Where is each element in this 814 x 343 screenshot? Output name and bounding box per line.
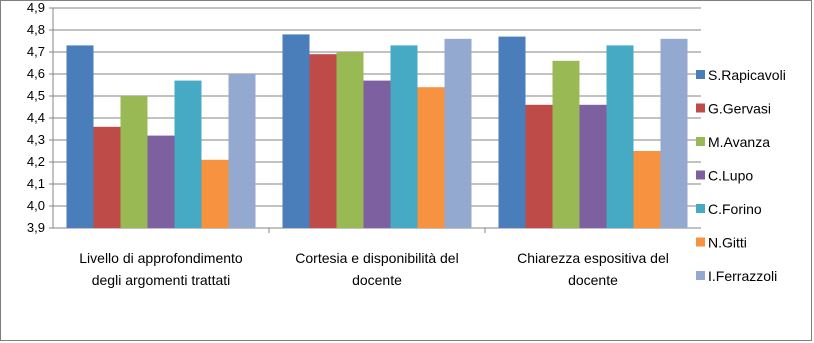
legend-label: S.Rapicavoli — [708, 67, 786, 83]
bar-i-ferrazzoli — [444, 38, 472, 228]
bar-c-forino — [606, 45, 634, 229]
bar-g-gervasi — [525, 104, 553, 228]
y-tick-label: 4,9 — [27, 0, 45, 15]
legend-label: C.Lupo — [708, 168, 753, 184]
y-tick-label: 3,9 — [27, 220, 45, 235]
bar-n-gitti — [633, 151, 661, 228]
legend-swatch — [696, 271, 705, 280]
bar-n-gitti — [201, 159, 229, 228]
y-tick-label: 4,8 — [27, 22, 45, 37]
bar-s-rapicavoli — [282, 34, 310, 229]
legend-label: M.Avanza — [708, 134, 770, 150]
y-tick-label: 4,4 — [27, 110, 45, 125]
legend-swatch — [696, 204, 705, 213]
legend-label: C.Forino — [708, 201, 762, 217]
legend: S.Rapicavoli G.Gervasi M.Avanza C.Lupo C.For… — [696, 67, 786, 284]
bar-c-lupo — [147, 135, 175, 228]
y-tick-label: 4,6 — [27, 66, 45, 81]
bar-i-ferrazzoli — [228, 74, 256, 228]
y-tick-label: 4,2 — [27, 154, 45, 169]
bar-c-lupo — [579, 104, 607, 228]
legend-label: I.Ferrazzoli — [708, 268, 777, 284]
bar-m-avanza — [120, 96, 148, 228]
legend-swatch — [696, 137, 705, 146]
legend-swatch — [696, 170, 705, 180]
bar-g-gervasi — [93, 126, 121, 228]
bar-c-lupo — [363, 80, 391, 228]
y-tick-label: 4,5 — [27, 88, 45, 103]
bar-g-gervasi — [309, 54, 337, 229]
legend-swatch — [696, 70, 705, 79]
bar-s-rapicavoli — [498, 36, 526, 228]
legend-label: G.Gervasi — [708, 101, 771, 117]
y-tick-label: 4,7 — [27, 44, 45, 59]
bar-n-gitti — [417, 87, 445, 228]
bar-m-avanza — [552, 60, 580, 228]
x-category-label: Cortesia e disponibilità del docente — [295, 250, 458, 288]
y-tick-label: 4,3 — [27, 132, 45, 147]
x-category-label: Livello di approfondimento degli argoment… — [79, 250, 243, 288]
bar-c-forino — [390, 45, 418, 229]
bar-i-ferrazzoli — [660, 38, 688, 228]
bar-c-forino — [174, 80, 202, 228]
y-tick-label: 4,0 — [27, 198, 45, 213]
y-tick-label: 4,1 — [27, 176, 45, 191]
category-labels: Livello di approfondimento degli argoment… — [79, 250, 669, 288]
bar-s-rapicavoli — [66, 45, 94, 229]
legend-swatch — [696, 237, 705, 247]
bars — [66, 34, 688, 229]
x-category-label: Chiarezza espositiva del docente — [517, 250, 669, 288]
legend-swatch — [696, 103, 705, 113]
bar-m-avanza — [336, 52, 364, 228]
legend-label: N.Gitti — [708, 235, 747, 251]
